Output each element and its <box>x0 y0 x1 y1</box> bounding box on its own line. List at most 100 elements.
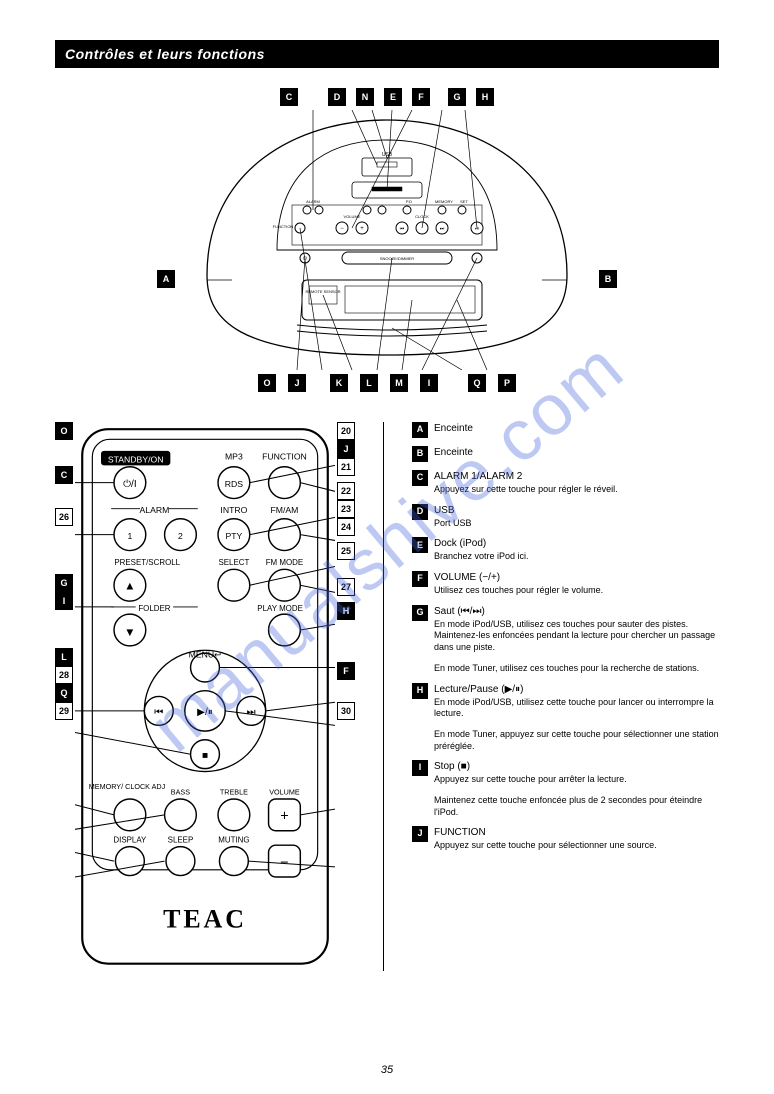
callout: 29 <box>55 702 73 720</box>
description-item: JFUNCTIONAppuyez sur cette touche pour s… <box>412 826 719 852</box>
callout: 28 <box>55 666 73 684</box>
svg-text:MEMORY: MEMORY <box>435 199 453 204</box>
svg-text:FUNCTION: FUNCTION <box>262 452 307 462</box>
callout: G <box>448 88 466 106</box>
svg-text:FM/AM: FM/AM <box>270 505 298 515</box>
callout: C <box>280 88 298 106</box>
description-text: FUNCTIONAppuyez sur cette touche pour sé… <box>434 826 719 852</box>
svg-text:■: ■ <box>202 751 208 762</box>
callout: 22 <box>337 482 355 500</box>
description-text: Saut (⏮/⏭)En mode iPod/USB, utilisez ces… <box>434 605 719 654</box>
svg-text:TEAC: TEAC <box>163 905 247 934</box>
svg-text:BASS: BASS <box>171 788 190 797</box>
callout: J <box>337 440 355 458</box>
callout: B <box>599 270 617 288</box>
svg-text:▶/⏸: ▶/⏸ <box>197 707 213 718</box>
description-item: IStop (■)Appuyez sur cette touche pour a… <box>412 760 719 786</box>
callout: F <box>412 88 430 106</box>
description-list: AEnceinte B Enceinte C ALARM 1/ALARM 2Appuye… <box>412 422 719 971</box>
usb-label: USB <box>382 152 393 158</box>
description-number: I <box>412 760 428 776</box>
svg-text:PLAY MODE: PLAY MODE <box>257 604 303 613</box>
callout: P <box>498 374 516 392</box>
description-item: FVOLUME (−/+)Utilisez ces touches pour r… <box>412 571 719 597</box>
description-item: AEnceinte <box>412 422 719 438</box>
description-number: F <box>412 571 428 587</box>
callout: I <box>55 592 73 610</box>
description-text: En mode Tuner, appuyez sur cette touche … <box>434 728 719 752</box>
svg-text:2: 2 <box>178 531 183 541</box>
svg-text:+: + <box>360 226 364 232</box>
svg-text:1: 1 <box>127 531 132 541</box>
callout: 26 <box>55 508 73 526</box>
svg-text:⏮: ⏮ <box>154 707 163 718</box>
description-number <box>412 794 428 818</box>
device-svg: USB ALARM P.D MEMORY <box>187 110 587 370</box>
svg-text:DISPLAY: DISPLAY <box>113 835 147 844</box>
svg-text:⏭: ⏭ <box>247 707 256 718</box>
callout: 21 <box>337 458 355 476</box>
svg-text:⏻/I: ⏻/I <box>123 479 137 490</box>
svg-text:⏮: ⏮ <box>400 226 405 232</box>
svg-text:P.D: P.D <box>406 199 412 204</box>
callout: 24 <box>337 518 355 536</box>
callout: N <box>356 88 374 106</box>
description-text: ALARM 1/ALARM 2Appuyez sur cette touche … <box>434 470 719 496</box>
svg-text:RDS: RDS <box>225 479 244 489</box>
svg-text:FOLDER: FOLDER <box>138 604 170 613</box>
callout: 27 <box>337 578 355 596</box>
callout: H <box>476 88 494 106</box>
callout: Q <box>55 684 73 702</box>
callout: K <box>330 374 348 392</box>
description-item: C ALARM 1/ALARM 2Appuyez sur cette touche… <box>412 470 719 496</box>
svg-text:SELECT: SELECT <box>218 558 249 567</box>
svg-text:CLOCK: CLOCK <box>415 214 429 219</box>
description-number <box>412 662 428 675</box>
svg-text:VOLUME: VOLUME <box>269 788 300 797</box>
description-item: G Saut (⏮/⏭)En mode iPod/USB, utilisez ce… <box>412 605 719 654</box>
device-diagram: C D N E F G H USB <box>57 88 717 392</box>
description-number <box>412 728 428 752</box>
description-number: G <box>412 605 428 621</box>
callout: D <box>328 88 346 106</box>
description-text: Lecture/Pause (▶/⏸)En mode iPod/USB, uti… <box>434 683 719 720</box>
description-text: Dock (iPod)Branchez votre iPod ici. <box>434 537 719 563</box>
svg-text:PTY: PTY <box>225 531 242 541</box>
svg-text:⏭: ⏭ <box>440 226 445 232</box>
remote-diagram: OC26GIL28Q29 STANDBY/ON MP3 FUNCTION ⏻/I… <box>55 422 355 971</box>
callout: Q <box>468 374 486 392</box>
description-item: HLecture/Pause (▶/⏸)En mode iPod/USB, ut… <box>412 683 719 720</box>
callout: I <box>420 374 438 392</box>
callout: C <box>55 466 73 484</box>
svg-text:TREBLE: TREBLE <box>220 788 248 797</box>
svg-text:▼: ▼ <box>124 627 135 639</box>
description-item: DUSBPort USB <box>412 504 719 530</box>
column-divider <box>383 422 384 971</box>
callout: G <box>55 574 73 592</box>
description-text: Maintenez cette touche enfoncée plus de … <box>434 794 719 818</box>
description-number: B <box>412 446 428 462</box>
description-item: EDock (iPod)Branchez votre iPod ici. <box>412 537 719 563</box>
callout: 20 <box>337 422 355 440</box>
svg-text:SLEEP: SLEEP <box>168 835 194 844</box>
svg-text:INTRO: INTRO <box>220 505 247 515</box>
description-item: Maintenez cette touche enfoncée plus de … <box>412 794 719 818</box>
callout: L <box>55 648 73 666</box>
description-number: C <box>412 470 428 486</box>
callout: J <box>288 374 306 392</box>
callout: F <box>337 662 355 680</box>
description-text: Enceinte <box>434 446 719 462</box>
svg-text:−: − <box>340 226 344 232</box>
description-item: B Enceinte <box>412 446 719 462</box>
callout: A <box>157 270 175 288</box>
svg-text:ALARM: ALARM <box>140 505 170 515</box>
callout: L <box>360 374 378 392</box>
svg-text:+: + <box>280 809 288 825</box>
callout: O <box>55 422 73 440</box>
description-text: En mode Tuner, utilisez ces touches pour… <box>434 662 719 675</box>
svg-text:REMOTE SENSOR: REMOTE SENSOR <box>305 289 340 294</box>
svg-text:SNOOZE/DIMMER: SNOOZE/DIMMER <box>380 256 414 261</box>
description-item: En mode Tuner, utilisez ces touches pour… <box>412 662 719 675</box>
device-top-callouts: C D N E F G H <box>57 88 717 106</box>
callout: E <box>384 88 402 106</box>
